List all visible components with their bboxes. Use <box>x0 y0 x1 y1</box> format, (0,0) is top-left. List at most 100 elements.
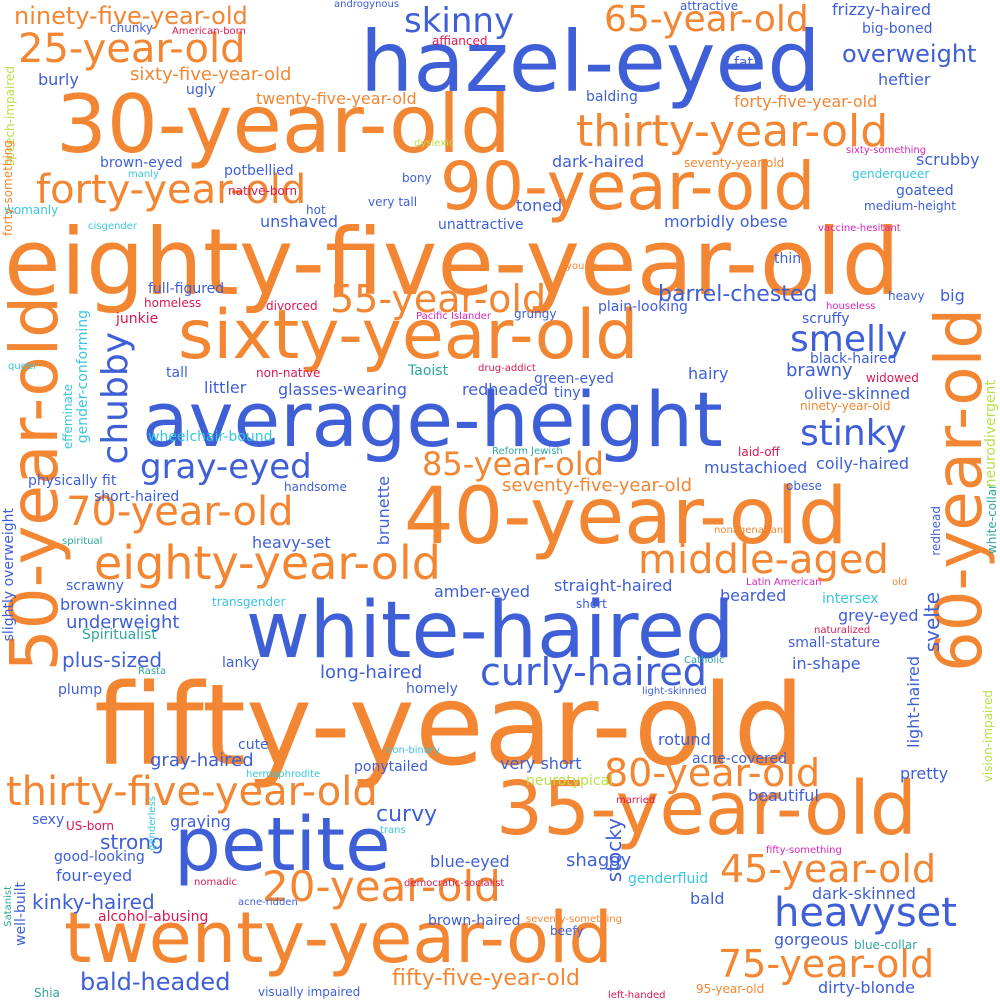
cloud-word: full-figured <box>148 281 225 297</box>
cloud-word: littler <box>204 378 247 397</box>
cloud-word: womanly <box>4 203 59 217</box>
cloud-word: heavyset <box>774 890 957 936</box>
cloud-word: cute <box>238 737 269 753</box>
cloud-word: brown-haired <box>428 913 521 929</box>
cloud-word: Catholic <box>684 655 725 666</box>
cloud-word: twenty-year-old <box>64 897 613 979</box>
cloud-word: seventy-year-old <box>684 156 785 170</box>
cloud-word: Taoist <box>408 363 449 379</box>
cloud-word: curly-haired <box>480 650 707 694</box>
cloud-word: hairy <box>688 364 729 383</box>
cloud-word: strong <box>100 830 164 854</box>
cloud-word: heavy-set <box>252 533 331 552</box>
cloud-word: alcohol-abusing <box>98 909 209 925</box>
cloud-word: seventy-five-year-old <box>502 475 692 496</box>
cloud-word: balding <box>586 89 638 105</box>
cloud-word: light-skinned <box>642 686 707 697</box>
cloud-word: 40-year-old <box>404 472 848 562</box>
cloud-word: houseless <box>826 301 876 312</box>
cloud-word: forty-year-old <box>36 167 307 213</box>
cloud-word: average-height <box>142 375 723 464</box>
cloud-word: neurodivergent <box>983 380 999 488</box>
cloud-word: visually impaired <box>258 985 361 999</box>
cloud-word: junkie <box>116 311 159 327</box>
cloud-word: Spiritualist <box>82 627 157 643</box>
cloud-word: shaggy <box>566 850 632 871</box>
cloud-word: vaccine-hesitant <box>818 223 901 234</box>
cloud-word: fifty-year-old <box>94 661 805 791</box>
cloud-word: left-handed <box>608 990 666 1000</box>
cloud-word: democratic-socialist <box>404 878 505 889</box>
cloud-word: 30-year-old <box>56 78 511 171</box>
cloud-word: scrawny <box>66 578 124 594</box>
cloud-word: genderless <box>147 796 158 851</box>
cloud-word: fat <box>734 55 753 71</box>
cloud-word: mustachioed <box>704 458 808 477</box>
cloud-word: ugly <box>186 82 216 98</box>
cloud-word: drug-addict <box>478 363 536 374</box>
cloud-word: non-binary <box>386 745 441 756</box>
cloud-word: Latin American <box>746 577 822 588</box>
cloud-word: underweight <box>66 612 180 633</box>
cloud-word: gorgeous <box>774 930 849 949</box>
cloud-word: US-born <box>66 819 115 833</box>
cloud-word: ninety-five-year-old <box>14 2 248 30</box>
cloud-word: seventy-something <box>526 914 622 925</box>
cloud-word: nonagenarian <box>714 525 784 536</box>
cloud-word: sexy <box>32 812 65 828</box>
cloud-word: brown-eyed <box>100 155 183 171</box>
cloud-word: slightly overweight <box>1 508 17 642</box>
cloud-word: brown-skinned <box>60 595 178 614</box>
cloud-word: burly <box>38 70 79 89</box>
cloud-word: twenty-five-year-old <box>256 89 417 108</box>
cloud-word: dirty-blonde <box>818 978 915 997</box>
cloud-word: acne-ridden <box>238 897 298 908</box>
cloud-word: spiritual <box>62 536 103 547</box>
cloud-word: trans <box>380 825 406 836</box>
cloud-word: 65-year-old <box>604 0 809 40</box>
cloud-word: homely <box>406 681 458 697</box>
cloud-word: redhead <box>929 506 943 556</box>
cloud-word: stinky <box>800 413 907 454</box>
cloud-word: eighty-five-year-old <box>4 209 901 316</box>
cloud-word: fifty-something <box>766 845 842 856</box>
cloud-word: Reform Jewish <box>492 446 563 457</box>
cloud-word: smelly <box>790 319 908 360</box>
cloud-word: brawny <box>786 360 853 381</box>
cloud-word: well-built <box>13 882 29 946</box>
cloud-word: intersex <box>822 591 879 607</box>
cloud-word: very tall <box>368 195 418 209</box>
cloud-word: toned <box>516 196 563 215</box>
cloud-word: frizzy-haired <box>832 0 932 19</box>
cloud-word: redheaded <box>462 380 549 399</box>
cloud-word: gender-conforming <box>75 310 91 444</box>
cloud-word: dark-haired <box>552 152 645 171</box>
cloud-word: thirty-year-old <box>576 106 889 157</box>
cloud-word: skinny <box>404 1 515 41</box>
cloud-word: kinky-haired <box>32 890 155 914</box>
cloud-word: nomadic <box>194 877 237 888</box>
cloud-word: sixty-five-year-old <box>130 64 292 85</box>
cloud-word: forty-something <box>1 140 15 236</box>
cloud-word: cisgender <box>88 221 137 232</box>
cloud-word: eighty-year-old <box>94 536 441 590</box>
cloud-word: fifty-five-year-old <box>392 966 580 991</box>
cloud-word: four-eyed <box>56 866 133 885</box>
cloud-word: married <box>616 795 656 806</box>
cloud-word: overweight <box>842 40 977 68</box>
cloud-word: hot <box>306 203 326 217</box>
cloud-word: Satanist <box>3 886 14 927</box>
cloud-word: bald <box>690 889 725 908</box>
cloud-word: curvy <box>376 802 438 827</box>
cloud-word: short <box>576 597 607 611</box>
cloud-word: ninety-year-old <box>800 399 891 413</box>
cloud-word: homeless <box>144 296 202 310</box>
cloud-word: obese <box>786 479 822 493</box>
cloud-word: blue-collar <box>854 938 918 952</box>
cloud-word: straight-haired <box>554 576 673 595</box>
cloud-word: olive-skinned <box>804 384 911 403</box>
cloud-word: tiny <box>554 385 581 401</box>
cloud-word: bald-headed <box>80 968 231 996</box>
cloud-word: glasses-wearing <box>278 380 408 399</box>
cloud-word: 45-year-old <box>720 847 937 891</box>
